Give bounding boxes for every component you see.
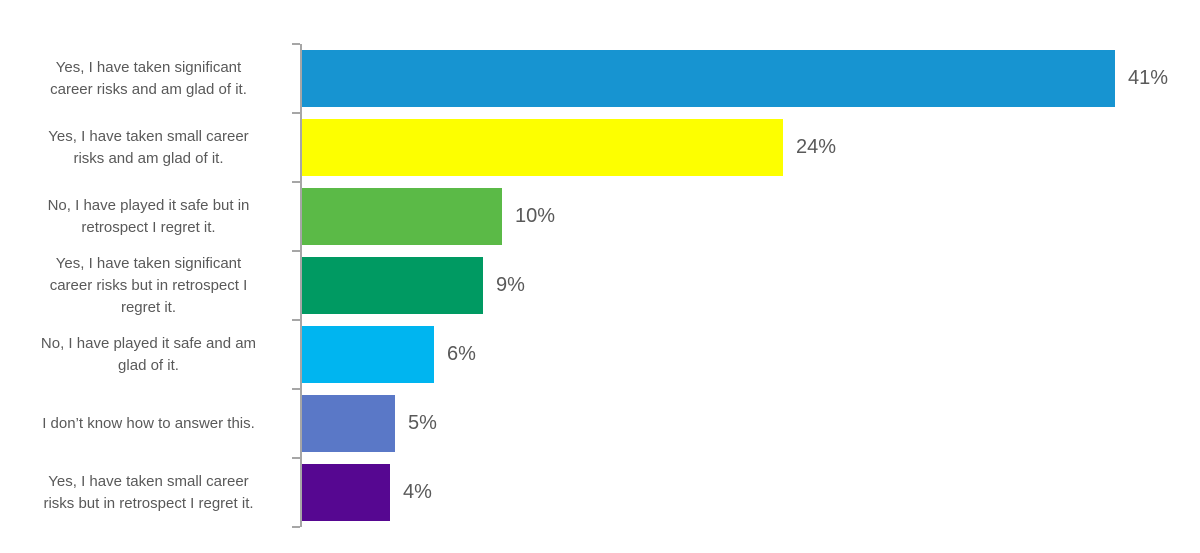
value-label: 9% (496, 274, 525, 296)
bar-row: No, I have played it safe and am glad of… (0, 320, 1200, 389)
bar (302, 119, 783, 176)
bar-row: No, I have played it safe but in retrosp… (0, 182, 1200, 251)
category-label: No, I have played it safe and am glad of… (40, 334, 257, 374)
value-label: 10% (515, 205, 556, 227)
chart-rows: Yes, I have taken significant career ris… (0, 44, 1200, 527)
axis-tick (292, 181, 300, 183)
bar-area: 41% (285, 44, 1200, 113)
category-label: Yes, I have taken significant career ris… (50, 58, 247, 98)
bar-row: Yes, I have taken small career risks and… (0, 113, 1200, 182)
bar-row: I don’t know how to answer this. 5% (0, 389, 1200, 458)
bar-row: Yes, I have taken small career risks but… (0, 458, 1200, 527)
axis-tick (292, 526, 300, 528)
bar (302, 464, 390, 521)
bar-area: 4% (285, 458, 1200, 527)
bar (302, 50, 1115, 107)
bar-row: Yes, I have taken significant career ris… (0, 44, 1200, 113)
bar (302, 188, 502, 245)
y-axis-line (300, 44, 302, 527)
category-label: Yes, I have taken significant career ris… (49, 254, 248, 316)
bar-area: 5% (285, 389, 1200, 458)
bar-area: 6% (285, 320, 1200, 389)
axis-tick (292, 250, 300, 252)
axis-tick (292, 388, 300, 390)
value-label: 5% (408, 412, 437, 434)
axis-tick (292, 319, 300, 321)
value-label: 4% (403, 481, 432, 503)
bar (302, 257, 483, 314)
bar-area: 10% (285, 182, 1200, 251)
bar (302, 395, 395, 452)
axis-tick (292, 457, 300, 459)
bar-row: Yes, I have taken significant career ris… (0, 251, 1200, 320)
axis-tick (292, 112, 300, 114)
value-label: 24% (796, 136, 837, 158)
bar-area: 24% (285, 113, 1200, 182)
bar-area: 9% (285, 251, 1200, 320)
value-label: 6% (447, 343, 476, 365)
value-label: 41% (1128, 67, 1169, 89)
category-label: Yes, I have taken small career risks and… (48, 127, 249, 167)
axis-tick (292, 43, 300, 45)
bar (302, 326, 434, 383)
category-label: No, I have played it safe but in retrosp… (47, 196, 250, 236)
category-label: I don’t know how to answer this. (42, 414, 255, 432)
category-label: Yes, I have taken small career risks but… (43, 472, 254, 512)
